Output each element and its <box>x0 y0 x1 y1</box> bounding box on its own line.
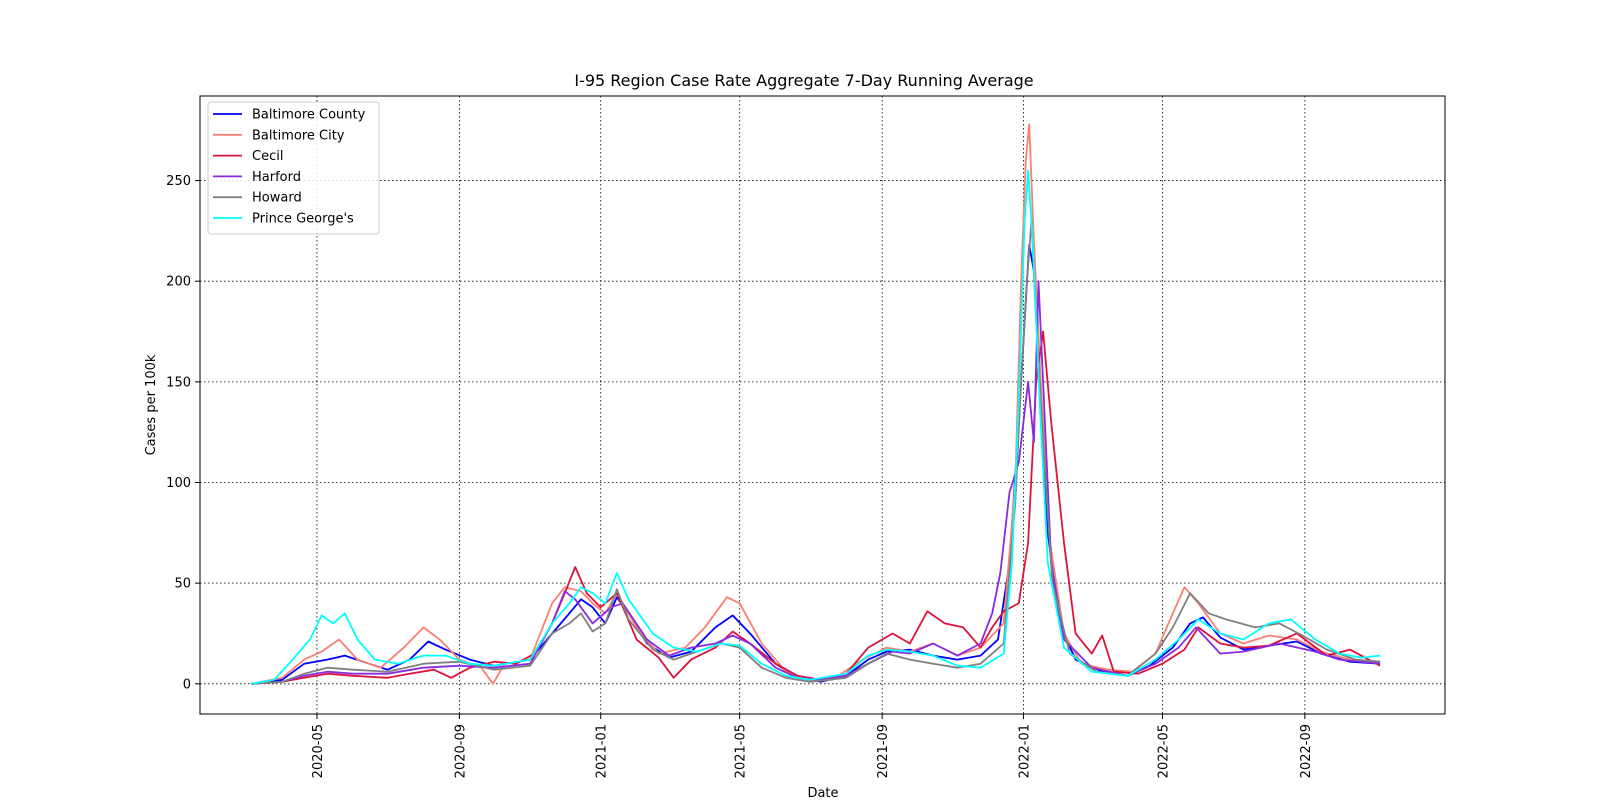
x-axis-ticks: 2020-05 2020-09 2021-01 2021-05 2021-09 2022-… <box>311 714 1314 778</box>
y-tick-label: 50 <box>174 577 191 592</box>
legend-label-howard: Howard <box>252 191 302 206</box>
x-tick-label: 2021-05 <box>734 724 749 778</box>
legend-label-prince-george-s: Prince George's <box>252 212 354 227</box>
y-axis-ticks: 0 50 100 150 200 250 <box>166 174 200 692</box>
x-tick-label: 2022-05 <box>1156 724 1171 778</box>
y-tick-label: 0 <box>183 677 191 692</box>
x-tick-label: 2021-01 <box>595 724 610 778</box>
series-line-cecil <box>250 330 1381 685</box>
y-tick-label: 100 <box>166 476 191 491</box>
legend-label-baltimore-city: Baltimore City <box>252 128 345 143</box>
legend-label-cecil: Cecil <box>252 149 283 164</box>
series-line-baltimore-county <box>250 244 1381 685</box>
legend-box <box>207 101 380 235</box>
series-line-howard <box>250 219 1381 685</box>
x-tick-label: 2020-09 <box>453 724 468 778</box>
x-axis-label: Date <box>807 786 838 800</box>
x-tick-label: 2022-01 <box>1017 724 1032 778</box>
plot-frame <box>199 95 1446 715</box>
series-lines <box>250 123 1381 685</box>
x-tick-label: 2022-09 <box>1299 724 1314 778</box>
y-axis-label: Cases per 100k <box>144 354 159 455</box>
legend: Baltimore County Baltimore City Cecil Harfo… <box>207 101 380 235</box>
legend-label-baltimore-county: Baltimore County <box>252 108 366 123</box>
y-tick-label: 150 <box>166 375 191 390</box>
y-tick-label: 250 <box>166 174 191 189</box>
chart-title: I-95 Region Case Rate Aggregate 7-Day Ru… <box>574 71 1033 90</box>
x-tick-label: 2021-09 <box>876 724 891 778</box>
grid <box>200 96 1445 714</box>
y-tick-label: 200 <box>166 275 191 290</box>
legend-label-harford: Harford <box>252 170 301 185</box>
series-line-prince-george-s <box>250 169 1381 685</box>
x-tick-label: 2020-05 <box>311 724 326 778</box>
series-line-baltimore-city <box>250 123 1381 685</box>
